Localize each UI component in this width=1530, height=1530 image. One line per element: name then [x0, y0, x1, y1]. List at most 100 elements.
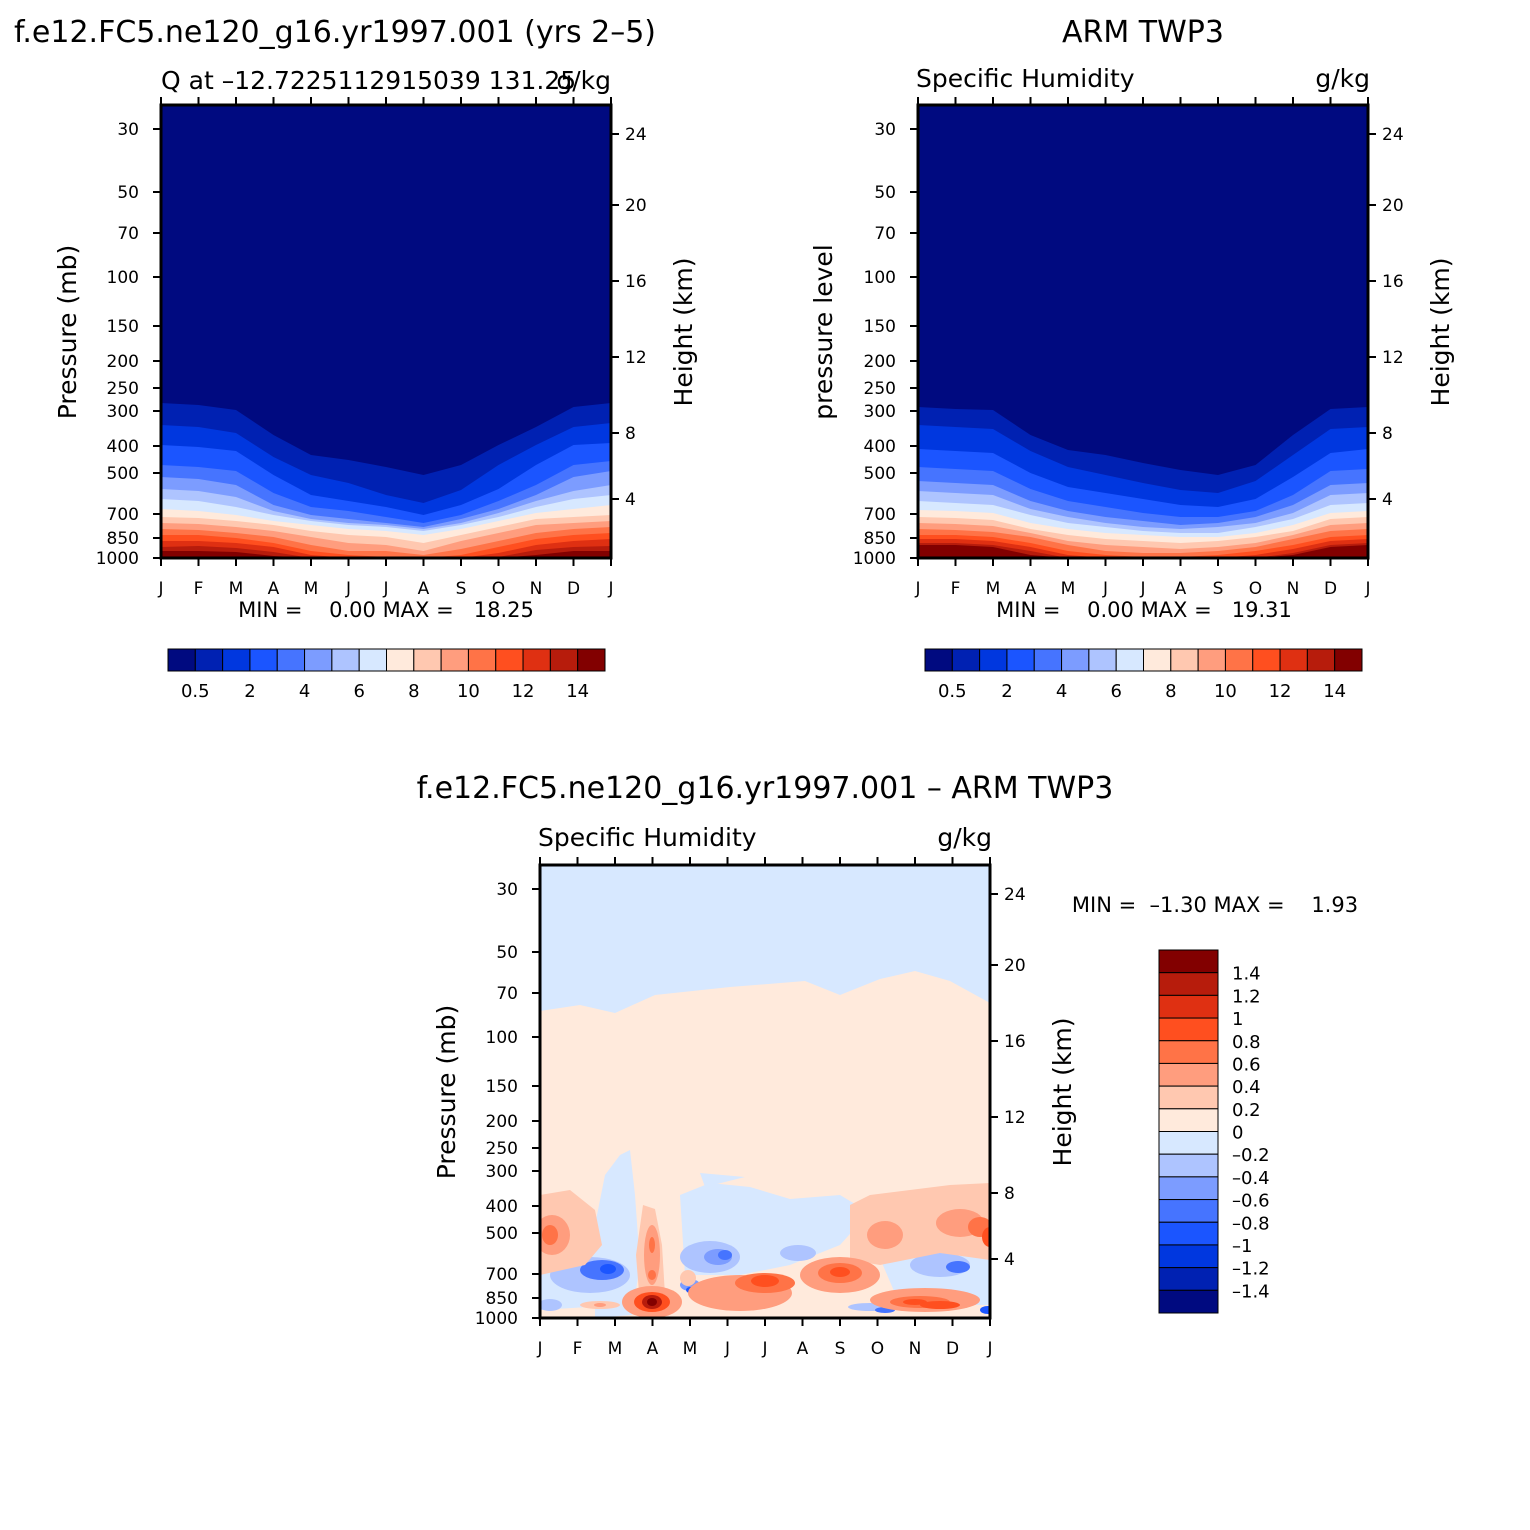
diff-stats: MIN = –1.30 MAX = 1.93 — [1072, 893, 1358, 917]
x-tick-label: A — [1025, 579, 1037, 599]
top-right-title: ARM TWP3 — [1062, 15, 1224, 50]
p-tick-label: 300 — [107, 402, 139, 422]
p-tick-label: 500 — [107, 464, 139, 484]
colorbar-box — [249, 648, 278, 672]
model-units: g/kg — [556, 66, 611, 95]
p-tick-label: 100 — [486, 1028, 518, 1048]
x-tick-label: J — [382, 579, 388, 599]
model-axis-ticks: J F M A M J J A S O N D J 30 50 70 100 150 200 250 300 400 500… — [96, 97, 647, 599]
colorbar-box — [1158, 1085, 1219, 1110]
diff-ylabel: Pressure (mb) — [432, 1005, 461, 1179]
x-tick-label: J — [157, 579, 163, 599]
colorbar-label: –0.6 — [1232, 1191, 1270, 1212]
colorbar-label: 2 — [244, 681, 255, 702]
obs-y2label: Height (km) — [1426, 258, 1455, 407]
p-tick-label: 50 — [874, 183, 896, 203]
colorbar-box — [304, 648, 333, 672]
colorbar-box — [1088, 648, 1117, 672]
model-subtitle: Q at –12.7225112915039 131.25 — [161, 66, 576, 95]
colorbar-label: 0.5 — [938, 681, 967, 702]
colorbar-box — [577, 648, 606, 672]
h-tick-label: 8 — [625, 424, 636, 444]
contour-blob — [648, 1270, 656, 1280]
contour-blob — [946, 1261, 970, 1273]
p-tick-label: 700 — [107, 505, 139, 525]
colorbar-box — [1158, 1040, 1219, 1064]
colorbar-label: –1.2 — [1232, 1259, 1270, 1280]
diff-units: g/kg — [937, 823, 992, 852]
contour-band — [161, 546, 611, 558]
x-tick-label: A — [647, 1339, 659, 1359]
diff-contour-fill — [540, 865, 990, 1318]
h-tick-label: 24 — [1004, 885, 1026, 905]
p-tick-label: 30 — [496, 880, 518, 900]
model-colorbar: 0.5 2 4 6 8 10 12 14 — [167, 648, 606, 702]
p-tick-label: 500 — [486, 1224, 518, 1244]
obs-colorbar: 0.5 2 4 6 8 10 12 14 — [924, 648, 1363, 702]
p-tick-label: 1000 — [96, 549, 139, 569]
x-tick-label: A — [1175, 579, 1187, 599]
p-tick-label: 1000 — [475, 1309, 518, 1329]
x-tick-label: M — [986, 579, 1001, 599]
x-tick-label: M — [1061, 579, 1076, 599]
p-tick-label: 400 — [107, 437, 139, 457]
h-tick-label: 20 — [1004, 956, 1026, 976]
obs-ylabel: pressure level — [809, 244, 838, 419]
colorbar-label: 6 — [353, 681, 364, 702]
x-tick-label: A — [797, 1339, 809, 1359]
contour-blob — [982, 1227, 990, 1247]
colorbar-box — [522, 648, 551, 672]
colorbar-label: 6 — [1110, 681, 1121, 702]
colorbar-box — [549, 648, 579, 672]
colorbar-label: 10 — [457, 681, 480, 702]
model-ylabel: Pressure (mb) — [53, 245, 82, 419]
colorbar-box — [167, 648, 196, 672]
p-tick-label: 850 — [864, 529, 896, 549]
x-tick-label: O — [1249, 579, 1262, 599]
p-tick-label: 100 — [107, 268, 139, 288]
diff-colorbar: 1.41.210.80.60.40.20–0.2–0.4–0.6–0.8–1–1… — [1158, 949, 1270, 1314]
h-tick-label: 20 — [625, 196, 647, 216]
colorbar-box — [467, 648, 497, 672]
x-tick-label: D — [1324, 579, 1337, 599]
p-tick-label: 70 — [117, 224, 139, 244]
p-tick-label: 400 — [864, 437, 896, 457]
colorbar-box — [1334, 648, 1363, 672]
panel-model: J F M A M J J A S O N D J 30 50 70 100 150 200 250 300 400 500… — [53, 66, 698, 702]
obs-subtitle: Specific Humidity — [916, 64, 1135, 93]
x-tick-label: M — [683, 1339, 698, 1359]
p-tick-label: 30 — [117, 120, 139, 140]
colorbar-box — [1158, 994, 1219, 1019]
colorbar-box — [951, 648, 981, 672]
colorbar-box — [1158, 1221, 1219, 1246]
h-tick-label: 8 — [1004, 1184, 1015, 1204]
colorbar-box — [1158, 1244, 1219, 1269]
colorbar-label: 12 — [1269, 681, 1292, 702]
p-tick-label: 700 — [864, 505, 896, 525]
h-tick-label: 12 — [625, 348, 647, 368]
contour-blob — [540, 1299, 562, 1311]
h-tick-label: 24 — [1382, 125, 1404, 145]
contour-blob — [649, 1237, 655, 1253]
x-tick-label: J — [914, 579, 920, 599]
h-tick-label: 24 — [625, 125, 647, 145]
colorbar-box — [1197, 648, 1226, 672]
p-tick-label: 200 — [107, 352, 139, 372]
x-tick-label: M — [608, 1339, 623, 1359]
colorbar-label: 1 — [1232, 1009, 1243, 1030]
h-tick-label: 4 — [1382, 490, 1393, 510]
colorbar-box — [1158, 972, 1219, 996]
contour-blob — [600, 1264, 616, 1274]
p-tick-label: 400 — [486, 1197, 518, 1217]
colorbar-box — [1158, 1062, 1219, 1087]
contour-blob — [780, 1245, 816, 1261]
x-tick-label: M — [304, 579, 319, 599]
x-tick-label: S — [1213, 579, 1224, 599]
h-tick-label: 16 — [1382, 272, 1404, 292]
contour-blob — [647, 1298, 657, 1306]
x-tick-label: S — [456, 579, 467, 599]
colorbar-box — [194, 648, 224, 672]
x-tick-label: F — [951, 579, 961, 599]
colorbar-box — [1115, 648, 1144, 672]
colorbar-box — [1224, 648, 1254, 672]
